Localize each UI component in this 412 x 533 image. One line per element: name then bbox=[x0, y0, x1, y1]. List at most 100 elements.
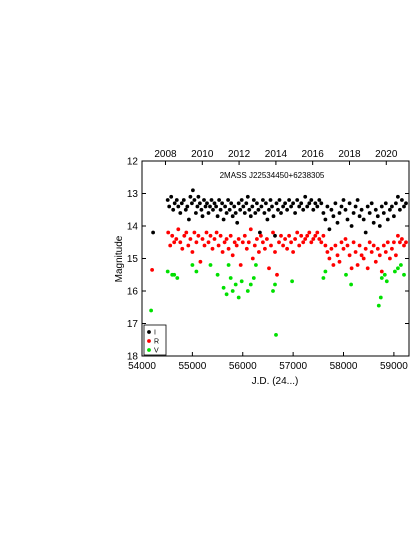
data-point-i bbox=[238, 207, 243, 212]
data-point-r bbox=[323, 243, 328, 248]
y-tick-label: 18 bbox=[127, 352, 139, 363]
data-point-r bbox=[192, 230, 197, 235]
data-point-i bbox=[363, 230, 368, 235]
data-point-r bbox=[271, 230, 275, 235]
data-point-r bbox=[381, 243, 386, 248]
data-point-r bbox=[180, 246, 185, 251]
data-point-r bbox=[383, 250, 388, 254]
data-point-i bbox=[196, 194, 201, 199]
data-point-r bbox=[188, 237, 193, 241]
data-point-r bbox=[285, 246, 289, 251]
data-point-i bbox=[396, 194, 400, 199]
data-point-i bbox=[265, 217, 270, 222]
data-point-r bbox=[353, 250, 358, 254]
data-point-r bbox=[172, 240, 177, 245]
data-point-i bbox=[261, 198, 265, 202]
data-point-r bbox=[307, 230, 312, 235]
data-point-r bbox=[248, 227, 253, 232]
data-point-i bbox=[245, 194, 250, 199]
data-point-i bbox=[309, 198, 314, 202]
y-tick-label: 16 bbox=[127, 287, 139, 298]
data-point-i bbox=[224, 211, 229, 215]
data-point-r bbox=[341, 246, 346, 251]
data-point-r bbox=[394, 253, 398, 258]
data-point-r bbox=[297, 243, 302, 248]
data-point-r bbox=[295, 230, 300, 235]
data-point-i bbox=[299, 201, 304, 206]
data-point-r bbox=[305, 233, 310, 238]
data-point-i bbox=[293, 211, 297, 215]
data-point-r bbox=[170, 233, 175, 238]
data-point-i bbox=[202, 198, 206, 202]
data-point-v bbox=[254, 263, 258, 267]
data-point-i bbox=[351, 211, 356, 215]
data-point-i bbox=[169, 194, 174, 199]
data-point-i bbox=[313, 201, 318, 206]
data-point-r bbox=[196, 233, 201, 238]
data-point-r bbox=[250, 256, 255, 261]
data-point-i bbox=[218, 207, 223, 212]
x-axis-title: J.D. (24...) bbox=[252, 376, 299, 387]
data-point-v bbox=[382, 272, 387, 277]
data-point-r bbox=[182, 233, 187, 238]
data-point-r bbox=[339, 240, 344, 245]
data-point-i bbox=[214, 204, 219, 209]
data-point-r bbox=[244, 246, 249, 251]
data-point-v bbox=[376, 303, 381, 308]
data-point-i bbox=[178, 211, 183, 215]
data-point-r bbox=[210, 246, 215, 251]
data-point-i bbox=[357, 214, 362, 219]
data-point-r bbox=[279, 233, 283, 238]
data-point-r bbox=[242, 233, 247, 238]
data-point-i bbox=[381, 211, 386, 215]
data-point-v bbox=[149, 308, 154, 313]
data-point-v bbox=[248, 282, 253, 287]
data-point-i bbox=[307, 201, 312, 206]
data-point-r bbox=[361, 256, 366, 261]
data-point-i bbox=[327, 227, 332, 232]
data-point-i bbox=[277, 198, 282, 202]
data-point-i bbox=[203, 204, 208, 209]
data-point-i bbox=[255, 201, 259, 206]
data-point-i bbox=[385, 217, 390, 222]
data-point-i bbox=[379, 204, 384, 209]
data-point-r bbox=[343, 237, 348, 241]
data-point-r bbox=[230, 253, 235, 258]
data-point-r bbox=[375, 246, 380, 251]
data-point-v bbox=[221, 285, 226, 290]
data-point-r bbox=[325, 250, 330, 254]
data-point-i bbox=[248, 214, 253, 219]
data-point-i bbox=[283, 201, 287, 206]
data-point-r bbox=[335, 253, 340, 258]
data-point-r bbox=[351, 240, 356, 245]
data-point-r bbox=[388, 256, 392, 261]
data-point-r bbox=[204, 230, 209, 235]
data-point-r bbox=[257, 250, 261, 254]
data-point-r bbox=[228, 233, 233, 238]
data-point-r bbox=[222, 240, 227, 245]
x-tick-label: 54000 bbox=[128, 361, 156, 372]
data-point-i bbox=[371, 220, 376, 225]
data-point-r bbox=[206, 240, 211, 245]
data-point-r bbox=[293, 237, 297, 241]
data-point-i bbox=[174, 198, 179, 202]
y-tick-label: 14 bbox=[127, 222, 139, 233]
data-point-r bbox=[301, 240, 306, 245]
data-point-r bbox=[359, 253, 364, 258]
data-point-i bbox=[281, 204, 285, 209]
data-point-i bbox=[226, 198, 231, 202]
data-point-i bbox=[390, 204, 394, 209]
data-point-r bbox=[337, 259, 342, 264]
data-point-i bbox=[398, 207, 402, 212]
data-point-i bbox=[305, 204, 310, 209]
data-point-i bbox=[227, 207, 232, 212]
data-point-r bbox=[194, 240, 199, 245]
data-point-i bbox=[361, 217, 366, 222]
data-point-v bbox=[379, 276, 384, 280]
data-point-r bbox=[289, 240, 293, 245]
data-point-r bbox=[202, 243, 207, 248]
data-point-v bbox=[273, 282, 277, 287]
data-point-i bbox=[192, 198, 197, 202]
top-tick-label: 2020 bbox=[375, 149, 398, 160]
data-point-v bbox=[194, 269, 199, 274]
